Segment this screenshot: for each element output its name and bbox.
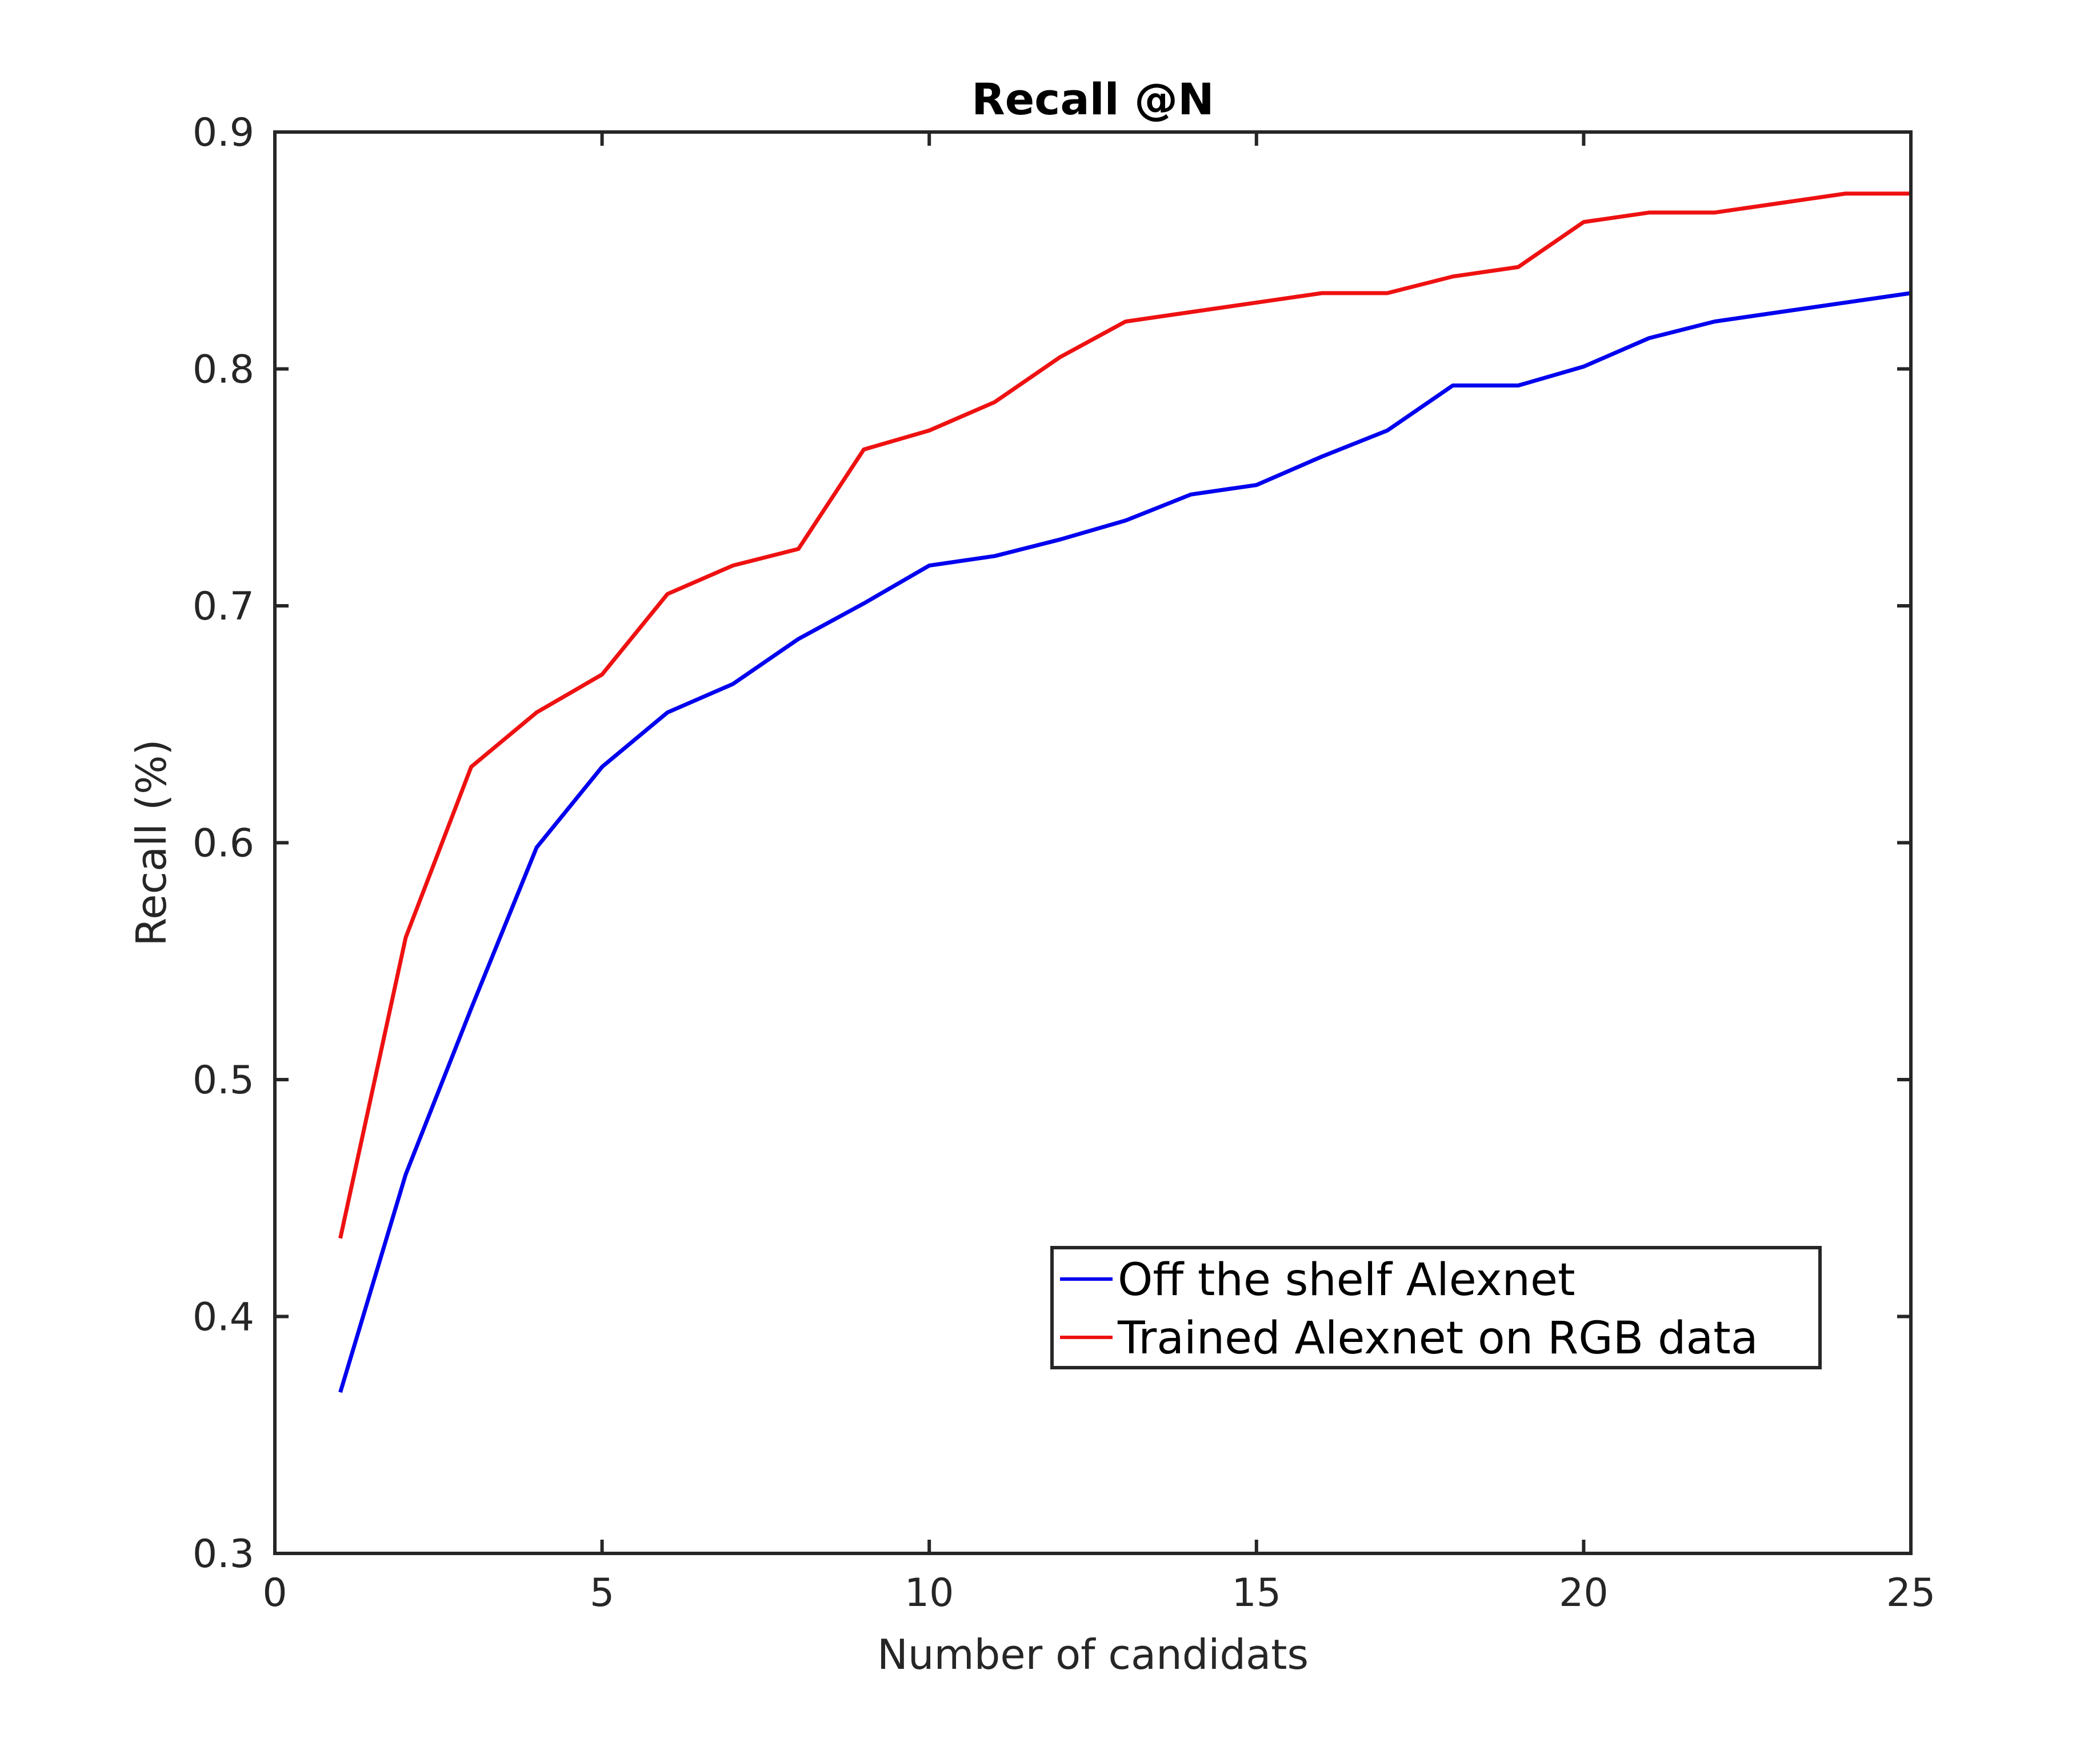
x-tick-label: 25: [1886, 1571, 1936, 1616]
legend-label-trained: Trained Alexnet on RGB data: [1117, 1313, 1758, 1364]
plot-area-frame: [273, 130, 1913, 1555]
x-tick-label: 15: [1232, 1571, 1282, 1616]
x-tick-label: 5: [590, 1571, 614, 1616]
legend: Off the shelf Alexnet Trained Alexnet on…: [1050, 1246, 1822, 1369]
x-tick-label: 10: [905, 1571, 954, 1616]
y-tick-label: 0.9: [193, 110, 254, 155]
series-line-trained: [338, 191, 1911, 1239]
y-tick-label: 0.5: [193, 1058, 254, 1103]
y-tick-label: 0.6: [193, 821, 254, 866]
legend-box: [1050, 1246, 1822, 1369]
y-tick-label: 0.8: [193, 347, 254, 393]
ticks-layer: 0 5 10 15 20 25 0.3 0.4 0.5 0.6 0.7 0.8 0.9: [193, 110, 1935, 1616]
series-line-off-the-shelf: [338, 291, 1911, 1393]
x-tick-label: 0: [262, 1571, 287, 1616]
series-layer: [338, 191, 1911, 1393]
y-tick-label: 0.3: [193, 1532, 254, 1577]
x-axis-label: Number of candidats: [877, 1631, 1309, 1679]
y-tick-label: 0.7: [193, 584, 254, 629]
chart-title: Recall @N: [971, 74, 1214, 125]
y-tick-label: 0.4: [193, 1295, 254, 1340]
y-axis-label: Recall (%): [127, 739, 175, 946]
x-tick-label: 20: [1559, 1571, 1609, 1616]
legend-label-off-the-shelf: Off the shelf Alexnet: [1118, 1254, 1575, 1306]
